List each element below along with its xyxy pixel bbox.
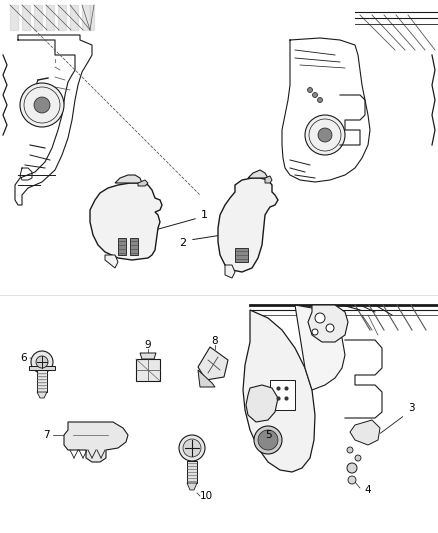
Text: 4: 4 bbox=[365, 485, 371, 495]
Polygon shape bbox=[22, 5, 30, 30]
Circle shape bbox=[326, 324, 334, 332]
Polygon shape bbox=[118, 238, 126, 255]
Polygon shape bbox=[187, 483, 197, 490]
Text: 8: 8 bbox=[212, 336, 218, 346]
Polygon shape bbox=[34, 5, 42, 30]
Text: 5: 5 bbox=[265, 430, 271, 440]
Polygon shape bbox=[130, 238, 138, 255]
Circle shape bbox=[355, 455, 361, 461]
Circle shape bbox=[307, 87, 312, 93]
Polygon shape bbox=[105, 255, 118, 268]
Polygon shape bbox=[10, 5, 18, 30]
Polygon shape bbox=[187, 461, 197, 483]
Text: 10: 10 bbox=[200, 491, 213, 501]
Circle shape bbox=[179, 435, 205, 461]
Polygon shape bbox=[58, 5, 66, 30]
Polygon shape bbox=[265, 176, 272, 183]
Polygon shape bbox=[235, 248, 248, 262]
Polygon shape bbox=[29, 366, 55, 370]
Circle shape bbox=[315, 313, 325, 323]
Polygon shape bbox=[295, 305, 345, 390]
Text: 6: 6 bbox=[21, 353, 27, 363]
Polygon shape bbox=[90, 5, 94, 30]
Circle shape bbox=[34, 97, 50, 113]
Polygon shape bbox=[136, 359, 160, 381]
Polygon shape bbox=[243, 310, 315, 472]
Polygon shape bbox=[90, 183, 162, 260]
Circle shape bbox=[348, 476, 356, 484]
Polygon shape bbox=[37, 392, 47, 398]
Text: 3: 3 bbox=[408, 403, 415, 413]
Circle shape bbox=[20, 83, 64, 127]
Text: 2: 2 bbox=[180, 238, 187, 248]
Circle shape bbox=[183, 439, 201, 457]
Circle shape bbox=[347, 463, 357, 473]
Polygon shape bbox=[350, 420, 380, 445]
Text: 7: 7 bbox=[42, 430, 49, 440]
Polygon shape bbox=[198, 370, 215, 387]
Polygon shape bbox=[225, 265, 235, 278]
Polygon shape bbox=[46, 5, 54, 30]
Polygon shape bbox=[140, 353, 156, 359]
Circle shape bbox=[254, 426, 282, 454]
Polygon shape bbox=[64, 422, 128, 462]
Polygon shape bbox=[270, 380, 295, 410]
Circle shape bbox=[305, 115, 345, 155]
Circle shape bbox=[312, 93, 318, 98]
Polygon shape bbox=[70, 5, 78, 30]
Polygon shape bbox=[138, 180, 148, 186]
Circle shape bbox=[312, 329, 318, 335]
Circle shape bbox=[31, 351, 53, 373]
Circle shape bbox=[36, 356, 48, 368]
Polygon shape bbox=[246, 385, 278, 422]
Circle shape bbox=[318, 128, 332, 142]
Polygon shape bbox=[308, 305, 348, 342]
Polygon shape bbox=[115, 175, 142, 183]
Circle shape bbox=[258, 430, 278, 450]
Polygon shape bbox=[248, 170, 268, 178]
Polygon shape bbox=[218, 178, 278, 272]
Text: 1: 1 bbox=[201, 210, 208, 220]
Polygon shape bbox=[198, 347, 228, 380]
Circle shape bbox=[347, 447, 353, 453]
Circle shape bbox=[318, 98, 322, 102]
Polygon shape bbox=[37, 370, 47, 392]
Text: 9: 9 bbox=[145, 340, 151, 350]
Polygon shape bbox=[82, 5, 90, 30]
